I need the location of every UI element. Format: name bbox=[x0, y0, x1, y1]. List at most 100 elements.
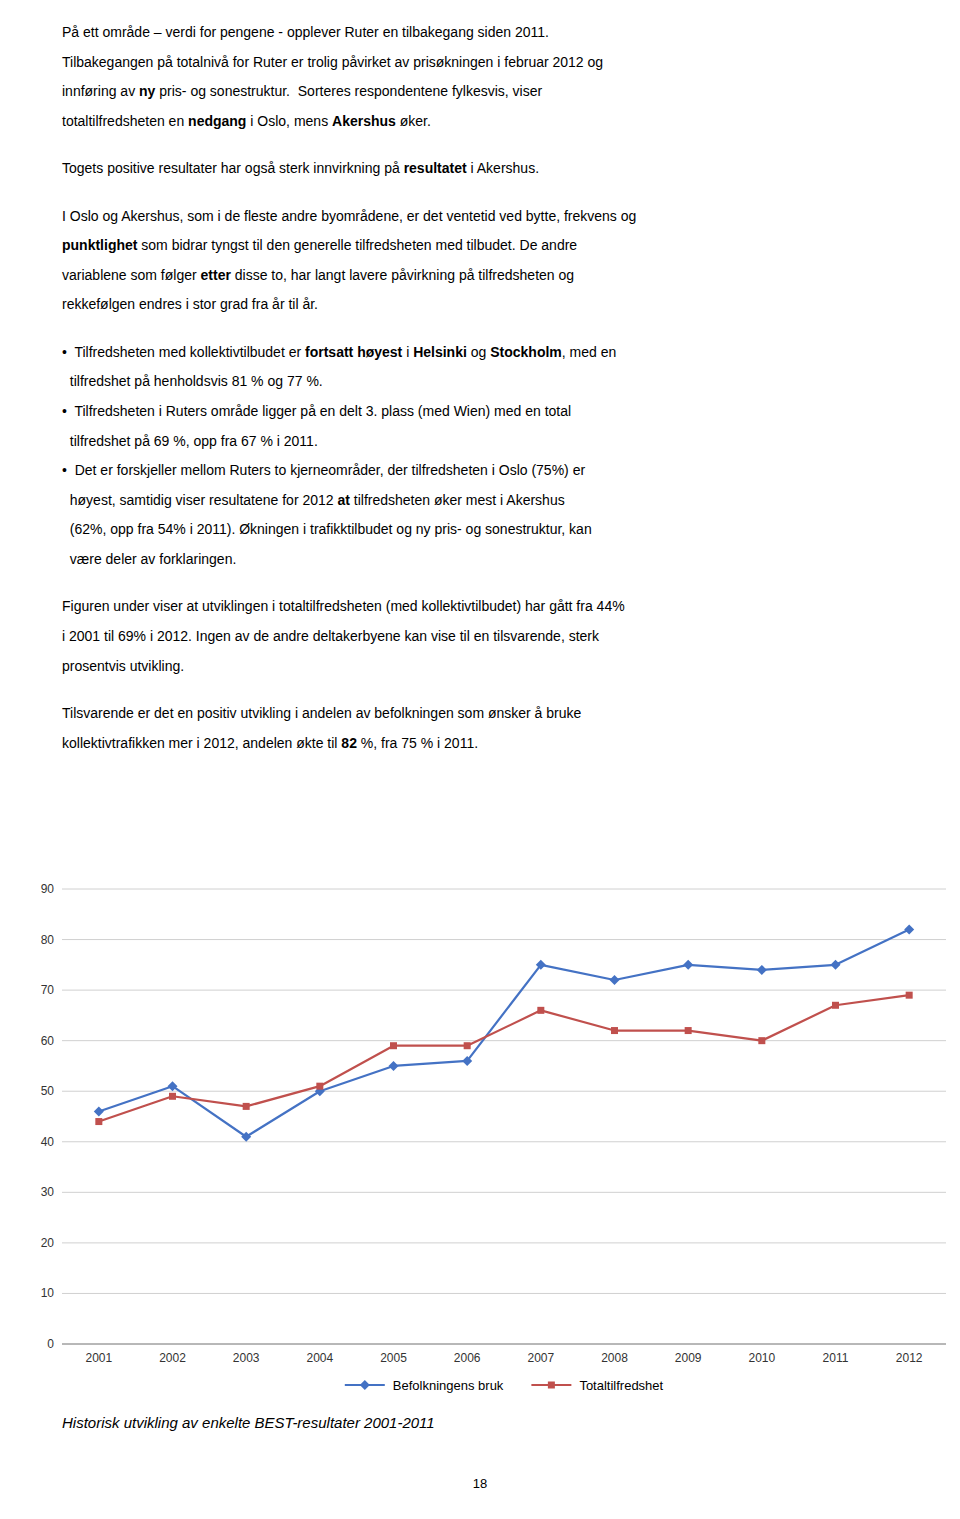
point bbox=[610, 975, 620, 985]
y-tick-label: 70 bbox=[41, 983, 55, 997]
grid-line bbox=[62, 1293, 946, 1294]
body-text: tilfredsheten øker mest i Akershus bbox=[350, 492, 565, 508]
point bbox=[462, 1056, 472, 1066]
x-tick-label: 2007 bbox=[527, 1351, 554, 1365]
x-tick-label: 2002 bbox=[159, 1351, 186, 1365]
y-tick-label: 60 bbox=[41, 1034, 55, 1048]
body-text: punktlighet bbox=[62, 237, 137, 253]
body-text: rekkefølgen endres i stor grad fra år ti… bbox=[62, 296, 318, 312]
point bbox=[832, 1002, 839, 1009]
body-text: tilfredshet på henholdsvis 81 % og 77 %. bbox=[62, 373, 323, 389]
body-text: Stockholm bbox=[490, 344, 562, 360]
legend-item: Totaltilfredshet bbox=[531, 1378, 663, 1393]
point bbox=[168, 1081, 178, 1091]
body-line: (62%, opp fra 54% i 2011). Økningen i tr… bbox=[62, 520, 592, 538]
body-text: Togets positive resultater har også ster… bbox=[62, 160, 404, 176]
body-text: Tilfredsheten i Ruters område ligger på … bbox=[67, 403, 571, 419]
body-line: være deler av forklaringen. bbox=[62, 550, 236, 568]
body-text: i Oslo, mens bbox=[246, 113, 332, 129]
point bbox=[537, 1007, 544, 1014]
legend-item: Befolkningens bruk bbox=[345, 1378, 504, 1393]
body-line: i 2001 til 69% i 2012. Ingen av de andre… bbox=[62, 627, 599, 645]
body-text: at bbox=[337, 492, 349, 508]
body-line: punktlighet som bidrar tyngst til den ge… bbox=[62, 236, 577, 254]
body-text: nedgang bbox=[188, 113, 246, 129]
body-text: Helsinki bbox=[413, 344, 467, 360]
x-tick-label: 2009 bbox=[675, 1351, 702, 1365]
plot-area bbox=[94, 924, 914, 1141]
body-text: , med en bbox=[562, 344, 616, 360]
body-text: • bbox=[62, 462, 67, 478]
body-text: i bbox=[402, 344, 413, 360]
point bbox=[169, 1093, 176, 1100]
body-line: Tilsvarende er det en positiv utvikling … bbox=[62, 704, 581, 722]
grid-line bbox=[62, 889, 946, 890]
body-text: Det er forskjeller mellom Ruters to kjer… bbox=[67, 462, 585, 478]
y-tick-label: 10 bbox=[41, 1286, 55, 1300]
caption: Historisk utvikling av enkelte BEST-resu… bbox=[62, 1414, 435, 1431]
series-line bbox=[99, 929, 909, 1136]
body-text: og bbox=[467, 344, 490, 360]
body-text: %, fra 75 % i 2011. bbox=[357, 735, 478, 751]
body-text: resultatet bbox=[404, 160, 467, 176]
body-text: i 2001 til 69% i 2012. Ingen av de andre… bbox=[62, 628, 599, 644]
legend-label: Totaltilfredshet bbox=[579, 1378, 663, 1393]
body-text: etter bbox=[201, 267, 231, 283]
point bbox=[243, 1103, 250, 1110]
point bbox=[685, 1027, 692, 1034]
body-text: som bidrar tyngst til den generelle tilf… bbox=[137, 237, 577, 253]
grid-line bbox=[62, 1040, 946, 1041]
body-text: Akershus bbox=[332, 113, 396, 129]
body-text: disse to, har langt lavere påvirkning på… bbox=[231, 267, 574, 283]
point bbox=[241, 1132, 251, 1142]
legend-marker bbox=[360, 1380, 370, 1390]
point bbox=[906, 992, 913, 999]
body-text: Figuren under viser at utviklingen i tot… bbox=[62, 598, 625, 614]
body-text: 82 bbox=[341, 735, 357, 751]
point bbox=[758, 1037, 765, 1044]
x-tick-label: 2008 bbox=[601, 1351, 628, 1365]
y-tick-label: 50 bbox=[41, 1084, 55, 1098]
grid-line bbox=[62, 1242, 946, 1243]
body-line: Tilbakegangen på totalnivå for Ruter er … bbox=[62, 53, 603, 71]
y-tick-label: 20 bbox=[41, 1236, 55, 1250]
body-text: På ett område – verdi for pengene - oppl… bbox=[62, 24, 549, 40]
point bbox=[316, 1083, 323, 1090]
body-line: I Oslo og Akershus, som i de fleste andr… bbox=[62, 207, 636, 225]
body-text: i Akershus. bbox=[467, 160, 539, 176]
body-text: innføring av bbox=[62, 83, 139, 99]
body-line: • Tilfredsheten med kollektivtilbudet er… bbox=[62, 343, 616, 361]
body-text: I Oslo og Akershus, som i de fleste andr… bbox=[62, 208, 636, 224]
body-text: Tilsvarende er det en positiv utvikling … bbox=[62, 705, 581, 721]
point bbox=[536, 960, 546, 970]
body-text: være deler av forklaringen. bbox=[62, 551, 236, 567]
x-tick-label: 2004 bbox=[306, 1351, 333, 1365]
x-tick-label: 2001 bbox=[85, 1351, 112, 1365]
y-tick-label: 30 bbox=[41, 1185, 55, 1199]
y-tick-label: 0 bbox=[47, 1337, 54, 1351]
point bbox=[611, 1027, 618, 1034]
legend: Befolkningens bruk Totaltilfredshet bbox=[345, 1378, 664, 1393]
page-number: 18 bbox=[473, 1476, 487, 1491]
point bbox=[904, 924, 914, 934]
body-text: (62%, opp fra 54% i 2011). Økningen i tr… bbox=[62, 521, 592, 537]
body-line: innføring av ny pris- og sonestruktur. S… bbox=[62, 82, 542, 100]
body-line: kollektivtrafikken mer i 2012, andelen ø… bbox=[62, 734, 478, 752]
body-text: ny bbox=[139, 83, 155, 99]
x-tick-label: 2011 bbox=[823, 1351, 849, 1365]
body-text: Tilfredsheten med kollektivtilbudet er bbox=[67, 344, 305, 360]
body-text: • bbox=[62, 403, 67, 419]
chart: 0102030405060708090200120022003200420052… bbox=[0, 0, 960, 1519]
body-text: Tilbakegangen på totalnivå for Ruter er … bbox=[62, 54, 603, 70]
x-tick-label: 2006 bbox=[454, 1351, 481, 1365]
body-line: tilfredshet på 69 %, opp fra 67 % i 2011… bbox=[62, 432, 318, 450]
point bbox=[831, 960, 841, 970]
x-tick-label: 2005 bbox=[380, 1351, 407, 1365]
body-line: høyest, samtidig viser resultatene for 2… bbox=[62, 491, 565, 509]
body-text: pris- og sonestruktur. Sorteres responde… bbox=[155, 83, 542, 99]
legend-marker bbox=[548, 1382, 555, 1389]
grid-line bbox=[62, 1141, 946, 1142]
body-text: variablene som følger bbox=[62, 267, 201, 283]
body-text: høyest, samtidig viser resultatene for 2… bbox=[62, 492, 337, 508]
point bbox=[389, 1061, 399, 1071]
